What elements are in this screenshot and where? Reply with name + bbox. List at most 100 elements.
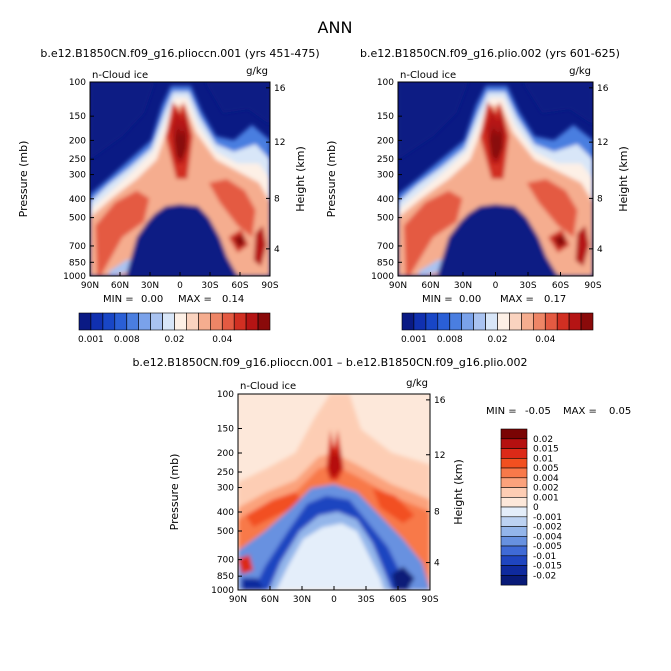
right-tick-label: 8 [274, 194, 280, 204]
y-tick-label: 250 [69, 155, 86, 165]
colorbar-box [500, 457, 528, 469]
contour-band [398, 105, 593, 276]
colorbar-label: 0.005 [533, 464, 559, 474]
panel-c-title: b.e12.B1850CN.f09_g16.plioccn.001 – b.e1… [132, 356, 527, 369]
y-tick-label: 150 [69, 112, 86, 122]
panel-a-x-ticks: 90N 60N 30N 0 30S 60S 90S [81, 272, 279, 291]
panel-b-units: g/kg [569, 66, 591, 77]
right-tick-label: 8 [434, 508, 440, 518]
contour-band [205, 82, 270, 125]
right-tick-label: 16 [434, 396, 446, 406]
colorbar-box [138, 312, 151, 331]
x-tick-label: 30S [357, 595, 374, 605]
colorbar-box [102, 312, 116, 331]
y-tick-label: 300 [377, 171, 394, 181]
contour-band [526, 179, 578, 238]
x-tick-label: 60S [389, 595, 406, 605]
panel-b-x-ticks: 90N 60N 30N 0 30S 60S 90S [389, 272, 602, 291]
colorbar-box [210, 312, 223, 331]
colorbar-box [521, 312, 534, 331]
colorbar-box [500, 428, 528, 440]
x-tick-label: 30N [141, 281, 159, 291]
x-tick-label: 0 [331, 595, 337, 605]
colorbar-label: 0.02 [164, 335, 184, 345]
colorbar-box [425, 312, 439, 331]
contour-band [403, 190, 463, 276]
right-tick-label: 12 [597, 138, 608, 148]
colorbar-label: 0.001 [401, 335, 427, 345]
colorbar-label: 0.04 [212, 335, 232, 345]
contour-band [90, 82, 155, 160]
y-tick-label: 200 [69, 136, 86, 146]
y-tick-label: 250 [377, 155, 394, 165]
colorbar-label: 0.01 [533, 454, 553, 464]
contour-band [489, 124, 504, 160]
panel-b-title: b.e12.B1850CN.f09_g16.plio.002 (yrs 601-… [360, 47, 620, 60]
y-tick-label: 700 [69, 242, 86, 252]
right-tick-label: 4 [274, 245, 280, 255]
colorbar-box [544, 312, 558, 331]
y-tick-label: 850 [69, 258, 86, 268]
panel-a-min-label: MIN = [103, 294, 134, 305]
y-tick-label: 100 [69, 78, 86, 88]
x-tick-label: 90S [584, 281, 601, 291]
x-tick-label: 0 [177, 281, 183, 291]
panel-a-plot [90, 82, 270, 276]
panel-b-ylabel-right: Height (km) [617, 146, 630, 212]
colorbar-label: -0.005 [533, 542, 562, 552]
x-tick-label: 30S [519, 281, 536, 291]
colorbar-box [500, 574, 528, 586]
contour-band [174, 124, 188, 160]
y-tick-label: 1000 [211, 586, 234, 596]
colorbar-box [500, 438, 528, 449]
colorbar-label: 0.04 [535, 335, 555, 345]
contour-band [575, 225, 590, 267]
panel-b-field-label: n-Cloud ice [400, 70, 456, 81]
colorbar-box [413, 312, 427, 331]
x-tick-label: 90N [389, 281, 407, 291]
colorbar-box [449, 312, 462, 331]
figure-title: ANN [318, 18, 353, 37]
colorbar-box [500, 565, 528, 576]
colorbar-box [126, 312, 140, 331]
colorbar-box [509, 312, 522, 331]
colorbar-box [162, 312, 175, 331]
contour-band [253, 225, 267, 267]
panel-a-y-ticks: 100 150 200 250 300 400 500 700 850 1000 [63, 78, 94, 282]
panel-b-max-value: 0.17 [544, 294, 566, 305]
contour-band [241, 578, 265, 590]
panel-a-colorbar: 0.001 0.008 0.02 0.04 [78, 312, 271, 345]
colorbar-label: 0.001 [78, 335, 104, 345]
colorbar-box [500, 526, 528, 537]
panel-c-y-ticks-right: 16 12 8 4 [426, 396, 446, 569]
contour-band [208, 179, 256, 238]
panel-c-contours [238, 394, 430, 590]
x-tick-label: 60N [111, 281, 129, 291]
contour-band [126, 204, 238, 276]
colorbar-box [186, 312, 199, 331]
y-tick-label: 1000 [63, 272, 86, 282]
y-tick-label: 100 [377, 78, 394, 88]
panel-b-ylabel: Pressure (mb) [325, 141, 338, 218]
colorbar-box [473, 312, 486, 331]
y-tick-label: 500 [69, 214, 86, 224]
y-tick-label: 500 [217, 527, 234, 537]
x-tick-label: 90S [421, 595, 438, 605]
panel-b-colorbar: 0.001 0.008 0.02 0.04 [401, 312, 594, 345]
contour-band [276, 523, 384, 590]
contour-band [245, 492, 304, 528]
right-tick-label: 16 [274, 84, 286, 94]
y-tick-label: 100 [217, 390, 234, 400]
colorbar-box [198, 312, 211, 331]
colorbar-box [500, 496, 528, 508]
y-tick-label: 500 [377, 214, 394, 224]
colorbar-label: 0.002 [533, 484, 559, 494]
y-tick-label: 300 [217, 484, 234, 494]
x-tick-label: 30N [293, 595, 311, 605]
panel-a-ylabel-right: Height (km) [294, 146, 307, 212]
colorbar-label: -0.02 [533, 571, 556, 581]
panel-b: b.e12.B1850CN.f09_g16.plio.002 (yrs 601-… [325, 47, 630, 345]
panel-c-y-ticks: 100 150 200 250 300 400 500 700 850 1000 [211, 390, 242, 596]
colorbar-box [485, 312, 498, 331]
panel-a: b.e12.B1850CN.f09_g16.plioccn.001 (yrs 4… [17, 47, 320, 345]
